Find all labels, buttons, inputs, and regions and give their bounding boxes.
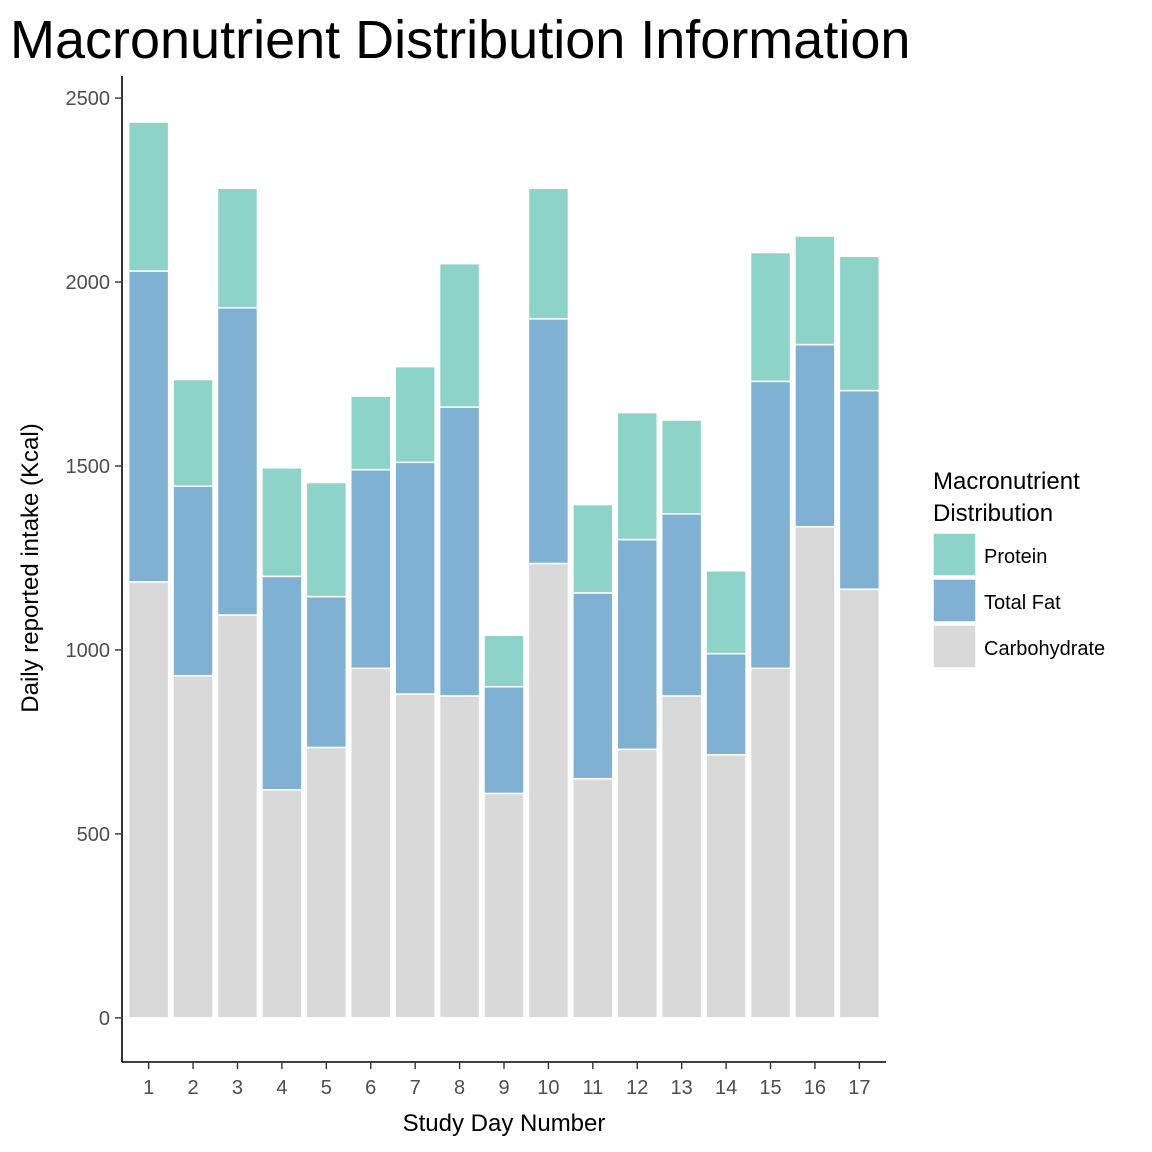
x-tick-label: 12 [626, 1077, 648, 1099]
x-tick-label: 10 [537, 1077, 559, 1099]
bar-carbohydrate-day-17 [838, 588, 881, 1019]
y-tick-label: 1000 [66, 640, 111, 662]
bar-protein-day-13 [660, 419, 703, 515]
bar-protein-day-5 [305, 481, 348, 598]
bar-total-fat-day-9 [483, 685, 525, 795]
bar-protein-day-8 [438, 262, 481, 408]
x-tick-label: 6 [365, 1077, 376, 1099]
bar-carbohydrate-day-7 [394, 693, 436, 1019]
bar-total-fat-day-11 [572, 592, 614, 780]
legend-label-carbohydrate: Carbohydrate [984, 638, 1105, 660]
bar-protein-day-16 [794, 235, 836, 346]
bar-carbohydrate-day-1 [127, 581, 170, 1019]
x-tick-label: 5 [321, 1077, 332, 1099]
bar-protein-day-6 [350, 395, 392, 471]
x-tick-label: 7 [410, 1077, 421, 1099]
x-tick-label: 15 [759, 1077, 781, 1099]
bar-total-fat-day-14 [705, 652, 747, 756]
bar-total-fat-day-15 [749, 380, 792, 670]
bar-protein-day-7 [394, 365, 436, 464]
bar-total-fat-day-8 [438, 406, 481, 697]
bar-total-fat-day-2 [172, 485, 214, 677]
bar-total-fat-day-10 [527, 318, 570, 565]
legend-label-total-fat: Total Fat [984, 592, 1061, 614]
legend-title-line: Distribution [933, 500, 1053, 527]
x-tick-label: 4 [276, 1077, 287, 1099]
bar-carbohydrate-day-5 [305, 746, 348, 1019]
legend-title-line: Macronutrient [933, 468, 1080, 495]
bar-protein-day-1 [127, 121, 170, 272]
bar-carbohydrate-day-12 [616, 748, 658, 1019]
bar-protein-day-17 [838, 255, 881, 392]
bar-carbohydrate-day-3 [216, 614, 259, 1019]
legend-swatch-carbohydrate [932, 624, 977, 669]
x-tick-label: 17 [848, 1077, 870, 1099]
x-tick-label: 8 [454, 1077, 465, 1099]
bar-protein-day-12 [616, 411, 658, 541]
bar-total-fat-day-16 [794, 343, 836, 528]
bar-carbohydrate-day-14 [705, 754, 747, 1019]
x-tick-label: 9 [498, 1077, 509, 1099]
y-tick-label: 2500 [66, 88, 111, 110]
legend-swatch-protein [932, 532, 977, 577]
bar-total-fat-day-7 [394, 461, 436, 695]
bar-protein-day-2 [172, 378, 214, 487]
bar-protein-day-4 [261, 467, 303, 578]
bar-protein-day-3 [216, 187, 259, 309]
bars-layer [127, 121, 881, 1019]
x-tick-label: 16 [804, 1077, 826, 1099]
bar-carbohydrate-day-4 [261, 788, 303, 1019]
legend-label-protein: Protein [984, 546, 1047, 568]
bar-protein-day-10 [527, 187, 570, 320]
bar-protein-day-9 [483, 634, 525, 688]
y-tick-label: 0 [99, 1008, 110, 1030]
y-tick-label: 2000 [66, 272, 111, 294]
x-tick-label: 11 [582, 1077, 603, 1099]
bar-protein-day-15 [749, 251, 792, 383]
bar-carbohydrate-day-16 [794, 525, 836, 1019]
bar-total-fat-day-17 [838, 389, 881, 590]
legend: Macronutrient Distribution Protein Total Fa… [932, 468, 1105, 669]
bar-carbohydrate-day-10 [527, 562, 570, 1019]
bar-total-fat-day-13 [660, 513, 703, 697]
bar-total-fat-day-6 [350, 468, 392, 670]
x-tick-label: 2 [188, 1077, 199, 1099]
bar-total-fat-day-4 [261, 575, 303, 791]
bar-carbohydrate-day-9 [483, 792, 525, 1019]
bar-carbohydrate-day-13 [660, 695, 703, 1019]
y-axis-title: Daily reported intake (Kcal) [17, 423, 44, 712]
chart-title: Macronutrient Distribution Information [10, 10, 910, 70]
x-tick-label: 14 [715, 1077, 737, 1099]
bar-carbohydrate-day-8 [438, 695, 481, 1019]
bar-total-fat-day-3 [216, 307, 259, 616]
bar-total-fat-day-1 [127, 270, 170, 583]
y-tick-label: 500 [77, 824, 110, 846]
x-axis-title: Study Day Number [403, 1110, 606, 1137]
bar-carbohydrate-day-2 [172, 674, 214, 1019]
bar-carbohydrate-day-15 [749, 667, 792, 1019]
bar-carbohydrate-day-6 [350, 667, 392, 1019]
x-tick-label: 3 [232, 1077, 243, 1099]
x-tick-label: 1 [143, 1077, 154, 1099]
bar-total-fat-day-12 [616, 538, 658, 751]
bar-protein-day-11 [572, 503, 614, 594]
x-tick-label: 13 [671, 1077, 693, 1099]
bar-total-fat-day-5 [305, 595, 348, 749]
y-tick-label: 1500 [66, 456, 111, 478]
bar-carbohydrate-day-11 [572, 777, 614, 1019]
bar-protein-day-14 [705, 570, 747, 655]
legend-swatch-total-fat [932, 578, 977, 623]
